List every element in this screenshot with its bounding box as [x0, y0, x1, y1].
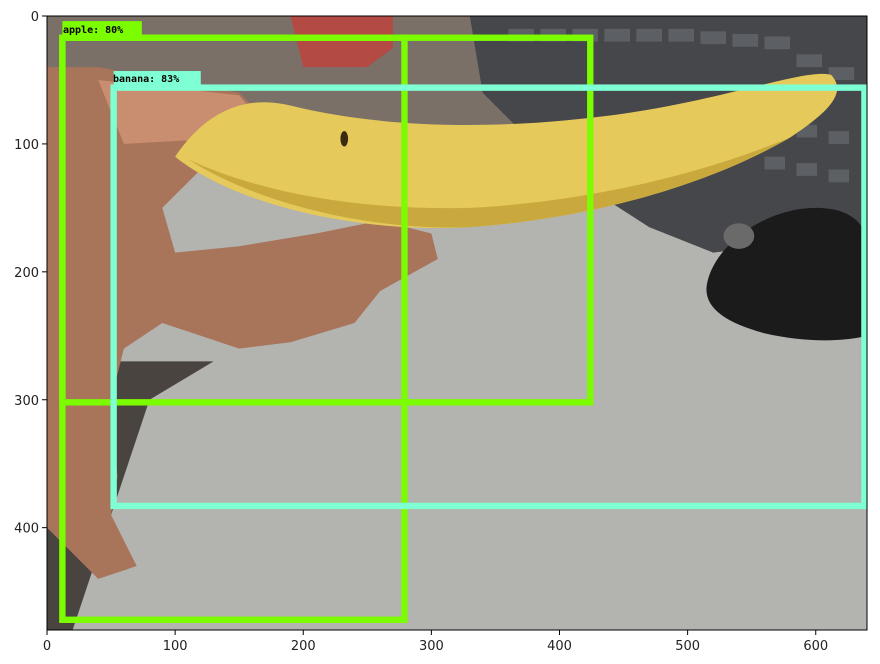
- x-tick-label: 500: [675, 639, 700, 654]
- banana-label: banana: 83%: [113, 74, 179, 85]
- x-tick-label: 0: [43, 639, 51, 654]
- image-panel: [47, 16, 868, 631]
- x-tick-label: 600: [803, 639, 828, 654]
- apple-label-bg: [62, 21, 142, 36]
- y-tick-label: 0: [31, 10, 39, 25]
- y-tick-label: 200: [14, 266, 39, 281]
- red-clothing: [290, 16, 393, 68]
- detection-banana: [110, 71, 868, 510]
- banana-box: [110, 84, 868, 510]
- x-tick-label: 100: [163, 639, 188, 654]
- axes-frame: [46, 15, 868, 631]
- apple-box-lower: [59, 34, 408, 623]
- x-tick-label: 400: [547, 639, 572, 654]
- keyboard-keys: [508, 28, 855, 183]
- x-axis: 0 100 200 300 400 500 600: [43, 630, 828, 654]
- apple-label: apple: 80%: [63, 25, 123, 36]
- banana-label-bg: [113, 71, 201, 86]
- x-tick-label: 200: [291, 639, 316, 654]
- banana: [175, 73, 838, 229]
- y-tick-label: 300: [14, 394, 39, 409]
- x-tick-label: 300: [419, 639, 444, 654]
- banana-shadow: [187, 137, 791, 228]
- y-axis: 0 100 200 300 400: [14, 10, 47, 537]
- hand: [47, 67, 438, 579]
- detection-apple: [59, 21, 594, 623]
- y-tick-label: 100: [14, 138, 39, 153]
- y-tick-label: 400: [14, 522, 39, 537]
- mouse-wheel: [723, 223, 755, 249]
- banana-spot: [340, 131, 349, 147]
